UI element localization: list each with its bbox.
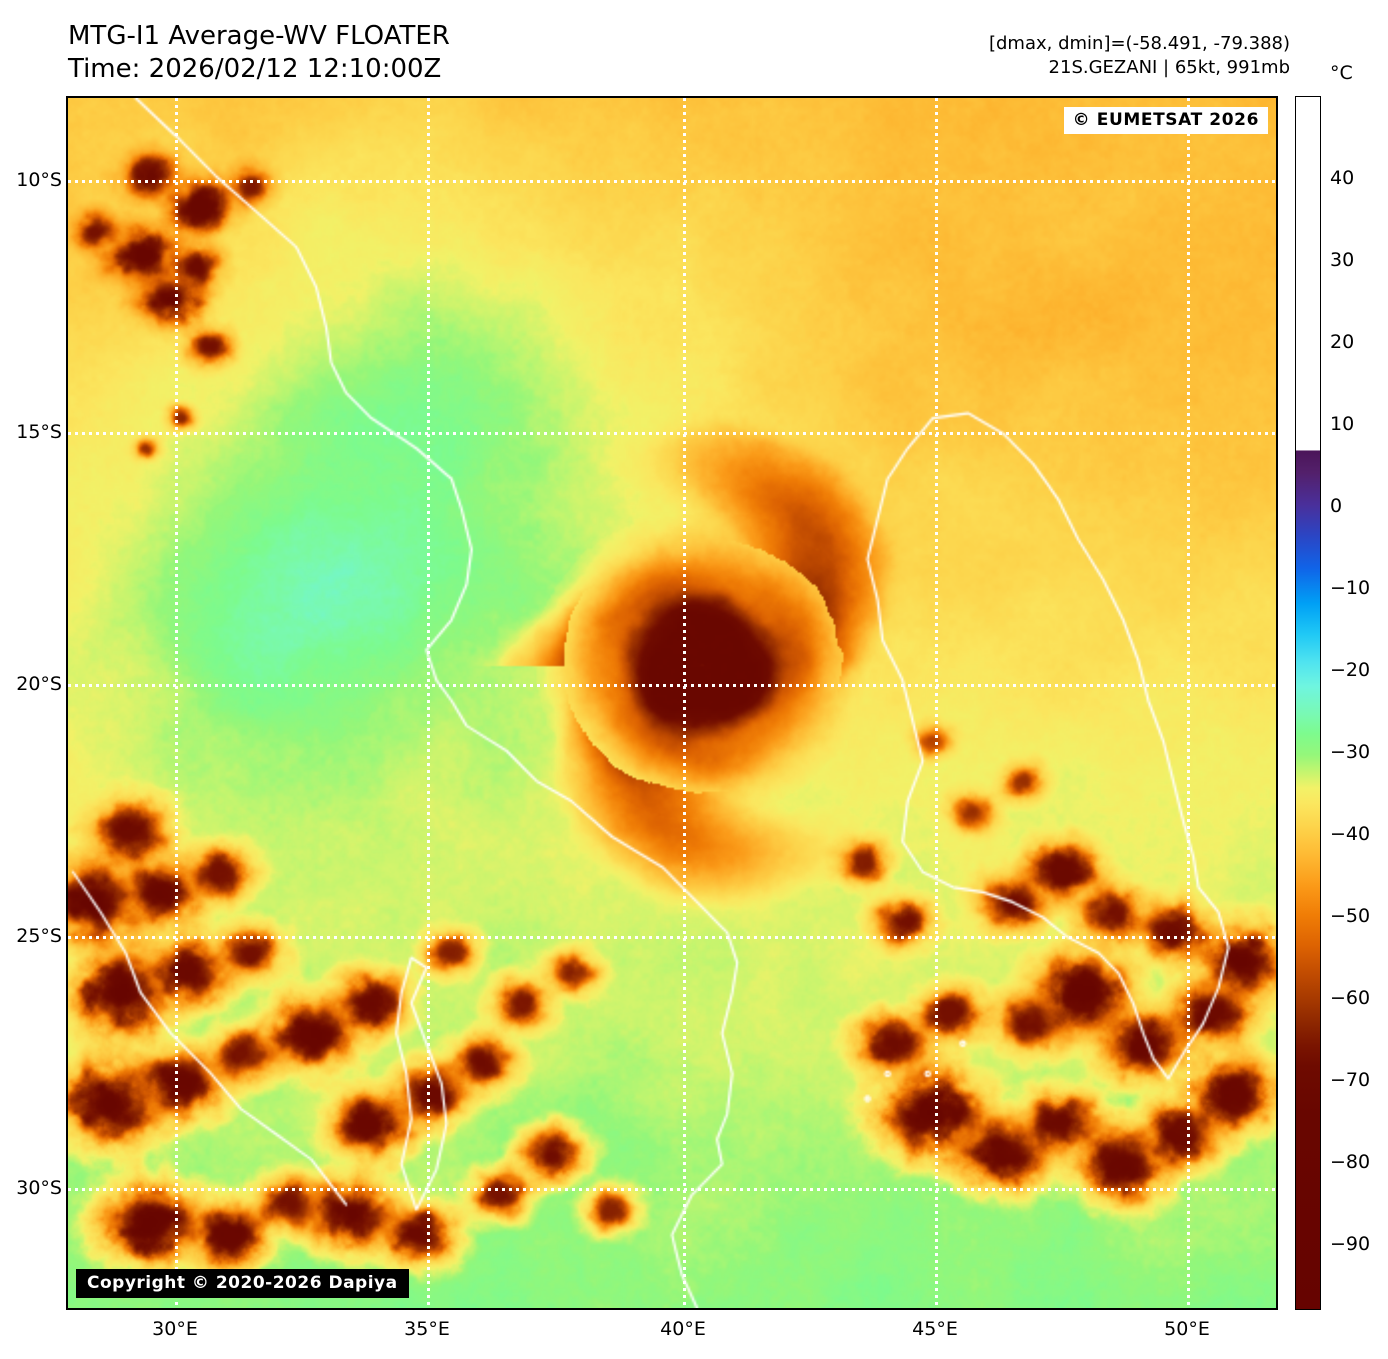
colorbar-tick-1: 30	[1330, 249, 1355, 271]
colorbar-tick-4: 0	[1330, 495, 1343, 517]
water-vapor-imagery	[68, 98, 1276, 1308]
dmax-dmin-readout: [dmax, dmin]=(-58.491, -79.388)	[988, 33, 1290, 54]
colorbar-tick-6: −20	[1330, 659, 1371, 681]
colorbar-tick-5: −10	[1330, 577, 1371, 599]
copyright-watermark: Copyright © 2020-2026 Dapiya	[76, 1269, 409, 1298]
satellite-map-plot[interactable]: © EUMETSAT 2026 Copyright © 2020-2026 Da…	[66, 96, 1278, 1310]
colorbar-tick-11: −70	[1330, 1069, 1371, 1091]
colorbar-tick-7: −30	[1330, 741, 1371, 763]
y-tick-label-3: 25°S	[16, 925, 62, 947]
y-tick-label-2: 20°S	[16, 673, 62, 695]
x-tick-label-4: 50°E	[1164, 1318, 1210, 1340]
colorbar-tick-3: 10	[1330, 413, 1355, 435]
product-title: MTG-I1 Average-WV FLOATER	[68, 21, 450, 51]
colorbar-tick-8: −40	[1330, 823, 1371, 845]
colorbar-tick-0: 40	[1330, 167, 1355, 189]
y-tick-label-0: 10°S	[16, 169, 62, 191]
eumetsat-watermark: © EUMETSAT 2026	[1063, 107, 1268, 134]
x-tick-label-2: 40°E	[660, 1318, 706, 1340]
colorbar-units-label: °C	[1330, 62, 1353, 84]
x-tick-label-3: 45°E	[912, 1318, 958, 1340]
colorbar-tick-10: −60	[1330, 987, 1371, 1009]
product-timestamp: Time: 2026/02/12 12:10:00Z	[68, 54, 442, 84]
colorbar-tick-2: 20	[1330, 331, 1355, 353]
metadata-block: [dmax, dmin]=(-58.491, -79.388) 21S.GEZA…	[989, 32, 1290, 80]
temperature-colorbar[interactable]	[1295, 96, 1321, 1310]
x-tick-label-1: 35°E	[404, 1318, 450, 1340]
y-tick-label-1: 15°S	[16, 421, 62, 443]
colorbar-gradient	[1295, 96, 1321, 1310]
page-title: MTG-I1 Average-WV FLOATER Time: 2026/02/…	[68, 20, 450, 86]
colorbar-tick-9: −50	[1330, 905, 1371, 927]
x-tick-label-0: 30°E	[152, 1318, 198, 1340]
colorbar-tick-13: −90	[1330, 1233, 1371, 1255]
colorbar-tick-12: −80	[1330, 1151, 1371, 1173]
y-tick-label-4: 30°S	[16, 1177, 62, 1199]
storm-info-readout: 21S.GEZANI | 65kt, 991mb	[1048, 57, 1290, 78]
